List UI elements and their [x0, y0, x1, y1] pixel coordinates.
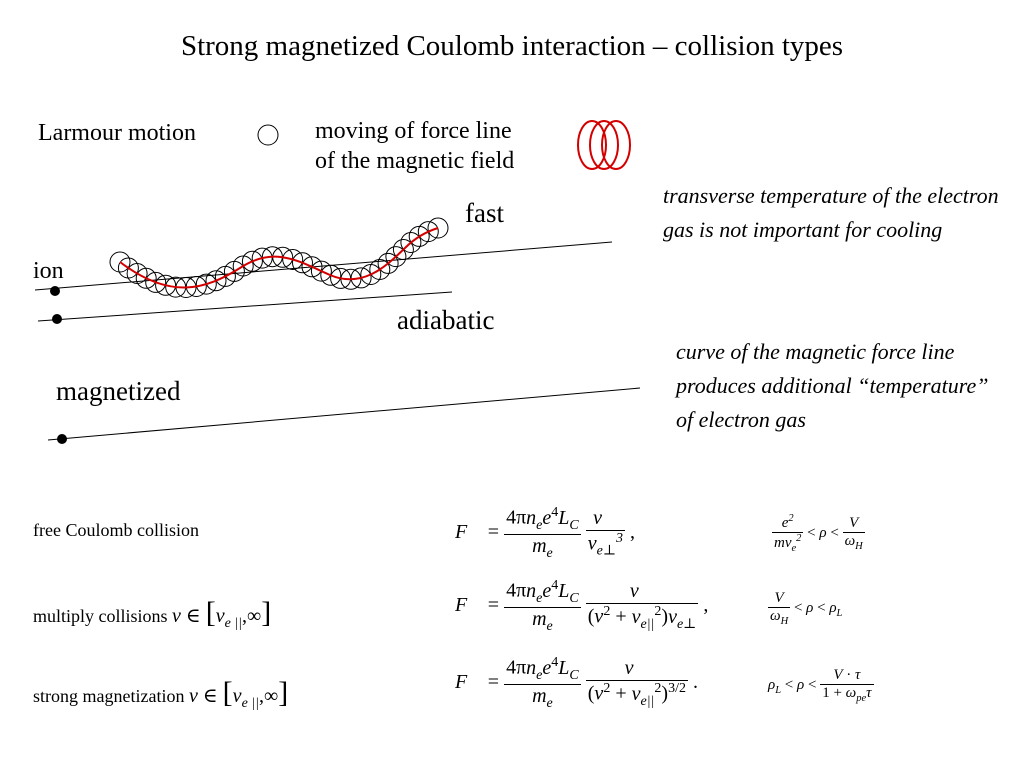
larmour-circle — [427, 217, 449, 239]
strong-magnetization-row: strong magnetization v ∈ [ve ||,∞] — [33, 676, 288, 712]
larmour-circle — [377, 252, 399, 274]
force-equation-free: F⃗ = 4πnee4LC me v⃗ ve⊥3 , — [455, 505, 636, 561]
curve-magnetic-line-note: curve of the magnetic force line produce… — [676, 339, 989, 432]
free-coulomb-label: free Coulomb collision — [33, 520, 199, 540]
larmour-circle — [369, 259, 391, 280]
larmour-circle — [195, 273, 217, 295]
adiabatic-label: adiabatic — [397, 305, 495, 335]
force-line-coil-icon — [577, 120, 631, 170]
larmour-circle — [350, 267, 372, 289]
larmour-circle — [385, 246, 407, 268]
larmour-circle — [282, 249, 304, 270]
multiply-collisions-label: multiply collisions — [33, 606, 168, 626]
ion-label: ion — [33, 258, 64, 284]
ion-dot-adiabatic — [52, 314, 62, 324]
larmour-helix-circles — [109, 217, 449, 298]
force-equation-multiply: F⃗ = 4πnee4LC me v⃗ (v2 + ve||2)ve⊥ , — [455, 578, 709, 634]
page-title: Strong magnetized Coulomb interaction – … — [180, 30, 844, 62]
larmour-circle — [417, 221, 439, 243]
larmour-circle — [292, 252, 313, 274]
fast-label: fast — [465, 198, 504, 228]
ion-dot-magnetized — [57, 434, 67, 444]
magnetized-trajectory-line — [47, 387, 641, 441]
larmour-circle-icon — [257, 124, 279, 146]
larmour-circle — [232, 255, 254, 277]
larmour-motion-label: Larmour motion — [38, 120, 196, 146]
force-line-curve — [119, 227, 439, 289]
larmour-circle — [400, 232, 422, 253]
transverse-temperature-note: transverse temperature of the electron g… — [663, 183, 999, 242]
larmour-circle — [241, 250, 263, 272]
multiply-velocity-range: v ∈ [ve ||,∞] — [172, 596, 272, 631]
force-equation-strong: F⃗ = 4πnee4LC me v⃗ (v2 + ve||2)3/2 . — [455, 655, 698, 711]
magnetized-label: magnetized — [56, 376, 181, 406]
larmour-circle — [145, 271, 167, 293]
larmour-circle — [392, 239, 414, 260]
larmour-circle — [205, 270, 227, 292]
larmour-circle — [155, 274, 177, 296]
ion-dot-fast — [50, 286, 60, 296]
moving-force-line-label-line2: of the magnetic field — [315, 148, 515, 174]
larmour-circle — [310, 260, 332, 282]
larmour-circle — [301, 256, 323, 278]
larmour-circle — [109, 251, 131, 273]
larmour-circle — [251, 247, 273, 269]
adiabatic-trajectory-line — [37, 291, 453, 322]
moving-force-line-label: moving of force line of the magnetic fie… — [315, 116, 514, 176]
moving-force-line-label-line1: moving of force line — [315, 118, 512, 144]
larmour-circle — [135, 267, 157, 289]
multiply-collisions-row: multiply collisions v ∈ [ve ||,∞] — [33, 596, 271, 632]
strong-magnetization-label: strong magnetization — [33, 686, 185, 706]
larmour-circle — [320, 264, 342, 286]
strong-velocity-range: v ∈ [ve ||,∞] — [188, 676, 289, 711]
